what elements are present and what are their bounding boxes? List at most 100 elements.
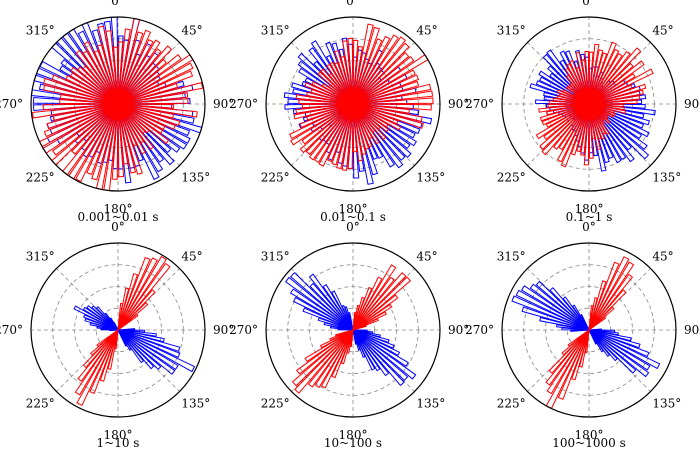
bar-red-230: [52, 104, 119, 156]
bar-red-225: [299, 103, 353, 154]
bar-blue-350: [103, 20, 119, 104]
polar-frame: [265, 242, 441, 418]
angle-label-225: 225°: [261, 170, 290, 184]
series-red: [74, 255, 171, 406]
bar-red-215: [307, 329, 353, 388]
bar-red-110: [353, 103, 399, 125]
bar-blue-65: [589, 82, 636, 105]
bar-red-30: [352, 264, 397, 330]
bar-red-50: [588, 316, 607, 330]
bar-red-95: [589, 103, 625, 111]
bar-blue-140: [353, 329, 390, 377]
bar-red-315: [82, 65, 119, 104]
bar-red-170: [352, 104, 363, 162]
angle-label-270: 270°: [0, 97, 23, 111]
bar-blue-125: [117, 330, 176, 375]
bar-red-70: [353, 80, 420, 105]
angle-label-270: 270°: [229, 97, 258, 111]
bar-red-235: [304, 329, 353, 363]
bar-red-40: [588, 47, 642, 104]
bar-red-350: [105, 30, 119, 104]
bar-red-110: [589, 103, 616, 117]
rose-panel-4: 0° 45° 90° 135° 180° 225° 270° 315° 1~10 s: [0, 220, 234, 449]
bar-red-350: [342, 40, 354, 104]
bar-blue-275: [556, 324, 589, 331]
bar-blue-170: [352, 104, 365, 172]
bar-red-25: [352, 35, 391, 104]
angle-label-135: 135°: [652, 170, 681, 184]
bar-red-220: [71, 104, 119, 155]
bar-blue-110: [353, 329, 395, 349]
bar-red-220: [82, 330, 119, 369]
bar-blue-295: [515, 289, 589, 331]
bar-red-210: [74, 330, 119, 396]
panel-caption: 1~10 s: [97, 436, 140, 449]
bar-red-100: [353, 103, 423, 123]
series-red: [291, 264, 412, 394]
bar-red-10: [588, 49, 604, 104]
series-red: [289, 23, 434, 171]
bar-red-20: [588, 41, 617, 104]
bar-red-170: [117, 104, 129, 165]
bar-red-215: [552, 103, 589, 150]
bar-red-255: [293, 103, 353, 120]
bar-blue-260: [292, 103, 353, 115]
bar-blue-310: [547, 65, 589, 105]
bar-red-240: [289, 103, 353, 140]
bar-red-230: [296, 330, 354, 375]
bar-red-40: [352, 42, 410, 104]
bar-red-45: [118, 58, 167, 105]
bar-red-50: [117, 313, 139, 330]
bar-red-290: [304, 82, 353, 105]
bar-blue-140: [589, 103, 635, 163]
bar-red-290: [556, 89, 589, 105]
bar-blue-170: [117, 104, 132, 184]
bar-red-275: [295, 94, 353, 105]
bar-red-50: [352, 55, 415, 104]
bar-blue-95: [353, 103, 420, 116]
bar-blue-320: [308, 273, 353, 331]
angle-label-0: 0°: [346, 220, 360, 234]
bar-blue-315: [309, 282, 354, 330]
rose-panel-1: 0° 45° 90° 135° 180° 225° 270° 315° 0.001~0.01 s: [0, 0, 234, 224]
bar-red-175: [352, 104, 358, 153]
angle-label-315: 315°: [497, 24, 526, 38]
bar-blue-345: [347, 312, 354, 330]
bar-red-175: [117, 104, 125, 178]
bar-blue-290: [302, 307, 353, 331]
bar-red-310: [77, 66, 118, 105]
bar-blue-125: [588, 104, 648, 151]
bar-red-115: [353, 103, 402, 131]
bar-red-335: [334, 61, 354, 104]
bar-blue-130: [353, 103, 412, 159]
bar-red-230: [567, 330, 590, 347]
bar-red-35: [118, 48, 162, 105]
angle-label-315: 315°: [261, 250, 290, 264]
bar-blue-130: [589, 329, 637, 374]
bar-red-220: [305, 104, 354, 156]
bar-red-205: [320, 330, 354, 389]
bar-red-210: [558, 104, 590, 151]
polar-frame: [30, 16, 206, 192]
angle-label-0: 0°: [582, 0, 596, 8]
bar-red-285: [43, 77, 118, 105]
bar-red-125: [117, 104, 170, 145]
angle-label-225: 225°: [497, 170, 526, 184]
bar-red-190: [336, 104, 354, 170]
bar-red-55: [589, 73, 636, 105]
bar-blue-350: [341, 37, 354, 104]
bar-red-0: [117, 41, 124, 104]
polar-frame: [30, 242, 206, 418]
bar-blue-115: [589, 329, 661, 370]
bar-red-305: [70, 66, 119, 104]
angle-label-45: 45°: [652, 24, 673, 38]
bar-red-60: [353, 69, 416, 105]
angle-label-315: 315°: [26, 250, 55, 264]
polar-frame: [265, 16, 441, 192]
bar-red-20: [352, 38, 383, 104]
bar-red-85: [353, 97, 434, 105]
bar-blue-295: [292, 296, 353, 331]
bar-red-295: [311, 81, 353, 105]
bar-red-200: [89, 330, 119, 395]
